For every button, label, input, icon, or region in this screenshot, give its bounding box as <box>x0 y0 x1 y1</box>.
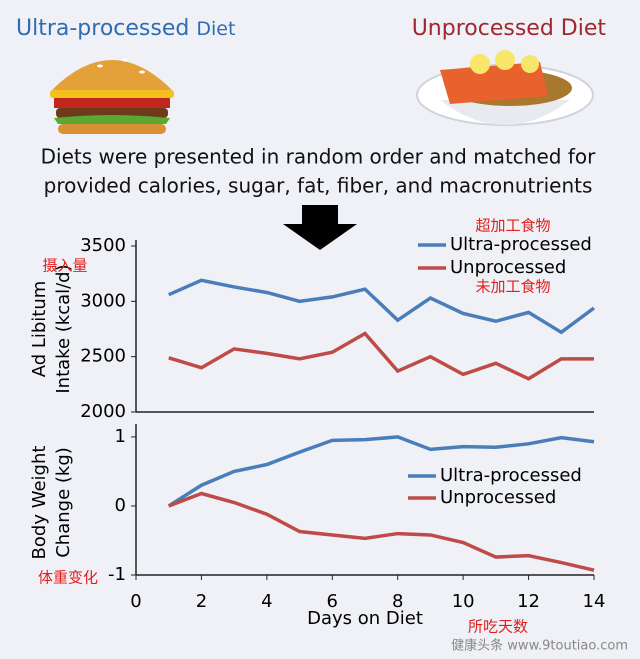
x-tick-label: 4 <box>261 591 272 612</box>
y-axis-label: Ad Libitum <box>29 281 50 378</box>
y-tick-label: 2000 <box>80 401 126 422</box>
watermark: 健康头条 www.9toutiao.com <box>451 638 628 654</box>
burger-icon <box>50 58 174 134</box>
series-line <box>168 278 596 335</box>
right-title: Unprocessed Diet <box>412 16 607 41</box>
annotation: 摄入量 <box>42 257 87 275</box>
annotation: 未加工食物 <box>475 278 550 296</box>
x-tick-label: 8 <box>392 591 403 612</box>
y-tick-label: 0 <box>115 495 126 516</box>
series-line <box>168 331 594 381</box>
legend-label: Ultra-processed <box>440 465 582 486</box>
description: Diets were presented in random order and… <box>41 145 596 169</box>
y-axis-label: Body Weight <box>29 446 50 560</box>
salmon-plate-icon <box>416 50 594 126</box>
legend-label: Ultra-processed <box>450 234 592 255</box>
left-title: Ultra-processed Diet <box>16 16 235 41</box>
annotation: 所吃天数 <box>468 618 528 636</box>
series-line <box>167 435 595 508</box>
y-axis-label: Change (kg) <box>53 447 74 558</box>
annotation: 体重变化 <box>38 569 98 587</box>
x-axis-label: Days on Diet <box>307 608 423 629</box>
arrow <box>283 205 357 250</box>
x-tick-label: 12 <box>517 591 540 612</box>
legend-label: Unprocessed <box>450 257 566 278</box>
x-tick-label: 10 <box>452 591 475 612</box>
y-tick-label: 1 <box>115 426 126 447</box>
y-tick-label: 3000 <box>80 290 126 311</box>
y-tick-label: -1 <box>108 564 126 585</box>
x-tick-label: 6 <box>327 591 338 612</box>
annotation: 超加工食物 <box>475 217 550 235</box>
description: provided calories, sugar, fat, fiber, an… <box>44 174 593 198</box>
series-line <box>168 491 595 572</box>
y-tick-label: 2500 <box>80 346 126 367</box>
x-tick-label: 0 <box>130 591 141 612</box>
y-tick-label: 3500 <box>80 235 126 256</box>
y-axis-label: Intake (kcal/d) <box>53 264 74 393</box>
legend-label: Unprocessed <box>440 487 556 508</box>
x-tick-label: 14 <box>583 591 606 612</box>
x-tick-label: 2 <box>196 591 207 612</box>
